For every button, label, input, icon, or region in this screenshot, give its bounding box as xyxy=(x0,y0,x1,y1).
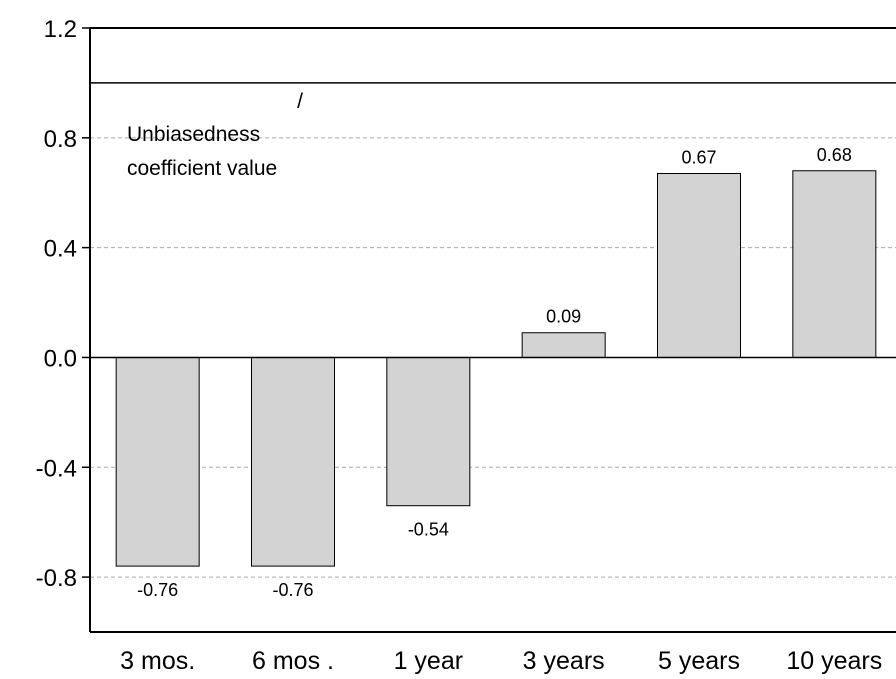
bar-value-label: 0.67 xyxy=(681,148,716,168)
x-category-label: 3 years xyxy=(523,647,605,675)
bar-value-label: -0.76 xyxy=(272,580,313,600)
bar-value-label: -0.76 xyxy=(137,580,178,600)
bar-value-label: 0.68 xyxy=(817,145,852,165)
x-category-label: 5 years xyxy=(658,647,740,675)
bar xyxy=(115,356,200,567)
data-labels: -0.76 -0.76 -0.54 0.09 0.67 0.68 xyxy=(137,145,852,600)
bar-value-label: -0.54 xyxy=(408,520,449,540)
axes: 1.2 0.8 0.4 0.0 -0.4 -0.8 3 mos. 6 mos . 1 year 3… xyxy=(36,16,896,675)
y-tick-label: -0.8 xyxy=(36,565,77,592)
x-category-label: 6 mos . xyxy=(252,647,334,675)
annotation-arrow: / xyxy=(297,90,303,113)
bars xyxy=(115,170,877,567)
x-category-label: 10 years xyxy=(786,647,882,675)
grid-lines xyxy=(90,137,896,578)
y-tick-label: -0.4 xyxy=(36,455,77,482)
annotation: / Unbiasedness coefficient value xyxy=(127,90,303,180)
x-category-label: 1 year xyxy=(394,647,463,675)
bar-value-label: 0.09 xyxy=(546,307,581,327)
bar xyxy=(251,356,335,567)
y-tick-label: 0.0 xyxy=(44,345,77,372)
annotation-line-1: Unbiasedness xyxy=(127,123,260,146)
y-tick-label: 0.8 xyxy=(44,126,77,153)
bar xyxy=(521,332,606,358)
annotation-line-2: coefficient value xyxy=(127,157,277,180)
y-tick-label: 0.4 xyxy=(44,236,77,263)
bar xyxy=(386,356,471,507)
x-category-label: 3 mos. xyxy=(120,647,195,675)
y-tick-label: 1.2 xyxy=(44,16,77,43)
bar xyxy=(792,170,877,358)
bar xyxy=(657,173,741,358)
